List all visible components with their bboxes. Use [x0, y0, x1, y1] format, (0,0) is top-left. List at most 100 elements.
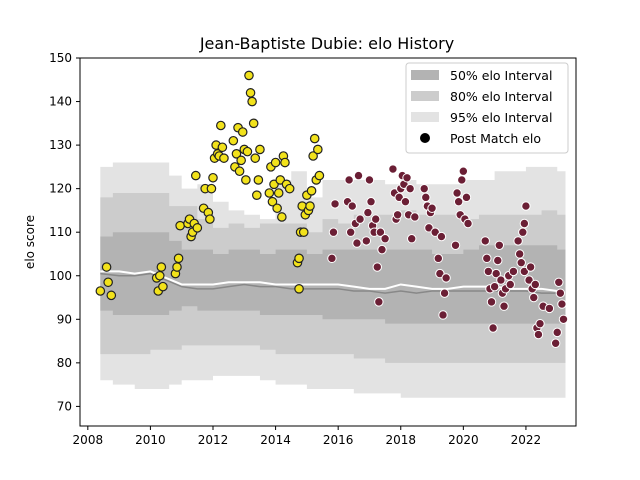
chart-title: Jean-Baptiste Dubie: elo History [199, 34, 454, 53]
y-tick-label: 80 [57, 356, 72, 370]
data-point [361, 236, 372, 246]
data-point [518, 227, 528, 237]
data-point [273, 188, 284, 198]
data-point [371, 214, 381, 224]
y-axis: 70 80 90 100 110 120 130 140 150 [49, 51, 80, 413]
y-tick-label: 100 [49, 269, 72, 283]
data-point [513, 236, 523, 246]
post-match-points [95, 70, 569, 348]
data-point [433, 253, 444, 264]
data-point [305, 201, 315, 211]
data-point [521, 201, 531, 211]
data-point [231, 149, 242, 159]
data-point [216, 120, 226, 131]
data-point [555, 288, 566, 298]
data-point [453, 197, 464, 207]
data-point [248, 118, 259, 129]
data-point [488, 323, 498, 333]
data-point [217, 142, 228, 153]
data-point [550, 338, 561, 348]
data-point [421, 192, 431, 203]
data-point [435, 268, 445, 279]
data-point [489, 281, 500, 292]
data-point [438, 310, 448, 320]
data-point [158, 281, 168, 292]
data-point [554, 277, 564, 287]
y-axis-label: elo score [23, 215, 37, 269]
data-point [480, 236, 490, 246]
x-tick-label: 2008 [73, 433, 104, 447]
data-point [172, 262, 182, 272]
band-50 [100, 232, 566, 324]
legend-swatch-50 [411, 70, 439, 80]
data-point [419, 183, 429, 194]
data-point [529, 292, 539, 303]
data-point [237, 127, 248, 137]
data-point [402, 173, 412, 183]
x-tick-label: 2016 [323, 433, 354, 447]
data-point [313, 144, 323, 155]
legend-label-80: 80% elo Interval [450, 89, 552, 104]
data-point [439, 288, 450, 298]
data-point [208, 172, 218, 183]
y-tick-label: 90 [57, 312, 72, 326]
data-point [247, 96, 257, 107]
data-point [241, 175, 251, 185]
data-point [95, 286, 106, 296]
data-point [250, 153, 261, 163]
data-point [463, 218, 473, 229]
x-tick-label: 2020 [448, 433, 479, 447]
data-point [206, 183, 217, 194]
data-point [375, 227, 386, 237]
data-point [496, 275, 506, 285]
legend-label-95: 95% elo Interval [450, 110, 552, 125]
data-point [309, 133, 320, 144]
legend-marker-post-match [420, 133, 430, 143]
data-point [364, 175, 375, 185]
data-point [173, 253, 184, 264]
data-point [308, 151, 318, 161]
data-point [264, 188, 275, 198]
data-point [400, 197, 411, 207]
y-tick-label: 140 [49, 95, 72, 109]
data-point [394, 192, 404, 203]
x-tick-label: 2010 [135, 433, 166, 447]
data-point [255, 144, 265, 155]
data-point [424, 223, 434, 233]
data-point [457, 175, 467, 185]
y-tick-label: 120 [49, 182, 72, 196]
data-point [461, 192, 472, 203]
data-point [355, 214, 365, 224]
data-point [327, 253, 337, 264]
interval-bands [100, 162, 566, 398]
data-point [494, 240, 505, 250]
data-point [294, 284, 304, 294]
data-point [519, 266, 530, 277]
data-point [306, 186, 317, 196]
data-point [516, 257, 526, 268]
legend-label-post-match: Post Match elo [450, 131, 541, 146]
data-point [392, 210, 403, 220]
data-point [458, 166, 469, 176]
data-point [499, 301, 509, 311]
data-point [524, 275, 534, 285]
data-point [252, 190, 262, 200]
legend: 50% elo Interval 80% elo Interval 95% el… [405, 62, 569, 154]
data-point [557, 299, 567, 309]
data-point [388, 164, 398, 174]
y-tick-label: 70 [57, 399, 72, 413]
x-tick-label: 2018 [385, 433, 416, 447]
data-point [236, 155, 246, 166]
data-point [441, 273, 451, 283]
data-point [253, 175, 264, 185]
data-point [345, 227, 356, 237]
data-point [530, 279, 541, 290]
data-point [486, 297, 497, 307]
x-tick-label: 2022 [511, 433, 542, 447]
data-point [366, 197, 376, 207]
data-point [552, 327, 562, 338]
data-point [103, 277, 113, 288]
data-point [493, 255, 503, 266]
data-point [372, 262, 382, 272]
data-point [352, 238, 362, 248]
